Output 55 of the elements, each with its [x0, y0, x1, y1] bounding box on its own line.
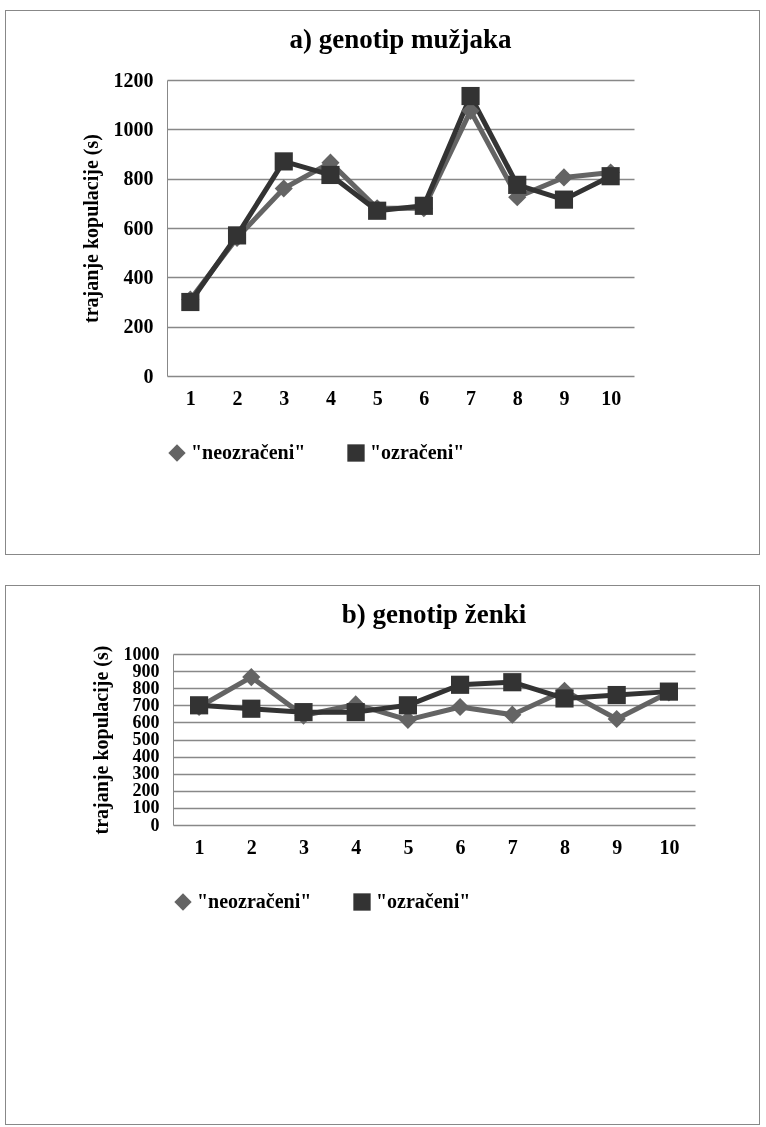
y-tick-label: 600 — [123, 216, 154, 239]
point — [601, 167, 620, 186]
y-tick-label: 0 — [143, 364, 154, 387]
legend-label: "neozračeni" — [191, 441, 306, 463]
legend-label: "ozračeni" — [370, 441, 465, 463]
y-tick-label: 800 — [123, 167, 154, 190]
point — [461, 86, 480, 106]
chart-title: a) genotip mužjaka — [289, 24, 512, 54]
y-tick-label: 1200 — [113, 68, 154, 91]
y-tick-label: 400 — [123, 265, 154, 288]
y-tick-label: 1000 — [113, 117, 154, 140]
point — [554, 190, 574, 209]
x-tick-label: 1 — [194, 835, 205, 858]
x-tick-label: 5 — [403, 835, 414, 858]
point — [607, 685, 626, 705]
point — [451, 697, 470, 717]
x-tick-label: 4 — [325, 386, 336, 409]
point — [607, 709, 626, 729]
x-tick-label: 3 — [279, 386, 290, 409]
x-tick-label: 9 — [612, 835, 623, 858]
point — [398, 696, 417, 715]
x-tick-label: 4 — [351, 835, 362, 858]
point — [321, 165, 340, 185]
x-tick-label: 6 — [419, 386, 430, 409]
legend-label: "ozračeni" — [376, 890, 471, 912]
y-tick-label: 500 — [132, 729, 160, 749]
point — [274, 179, 293, 198]
x-tick-label: 7 — [466, 386, 477, 409]
x-tick-label: 10 — [659, 835, 680, 858]
x-tick-label: 1 — [185, 386, 196, 409]
y-tick-label: 200 — [123, 315, 154, 338]
x-tick-label: 6 — [455, 835, 466, 858]
x-tick-label: 3 — [299, 835, 309, 858]
x-tick-label: 2 — [246, 835, 257, 858]
x-tick-label: 8 — [512, 386, 523, 409]
x-tick-label: 10 — [601, 386, 622, 409]
point — [503, 673, 522, 692]
point — [451, 675, 470, 694]
point — [274, 152, 293, 171]
x-tick-label: 2 — [232, 386, 243, 409]
x-tick-label: 7 — [507, 835, 518, 858]
point — [554, 168, 574, 187]
x-tick-label: 8 — [560, 835, 570, 858]
y-axis-title: trajanje kopulacije (s) — [79, 134, 103, 323]
x-tick-label: 5 — [372, 386, 383, 409]
point — [242, 668, 261, 687]
chart-title: b) genotip ženki — [341, 599, 527, 629]
point — [242, 699, 261, 718]
point — [346, 703, 365, 722]
point — [555, 689, 574, 708]
legend-label: "neozračeni" — [197, 890, 312, 912]
point — [503, 705, 522, 724]
point — [508, 175, 527, 194]
x-tick-label: 9 — [559, 386, 570, 409]
y-axis-title: trajanje kopulacije (s) — [89, 645, 113, 835]
